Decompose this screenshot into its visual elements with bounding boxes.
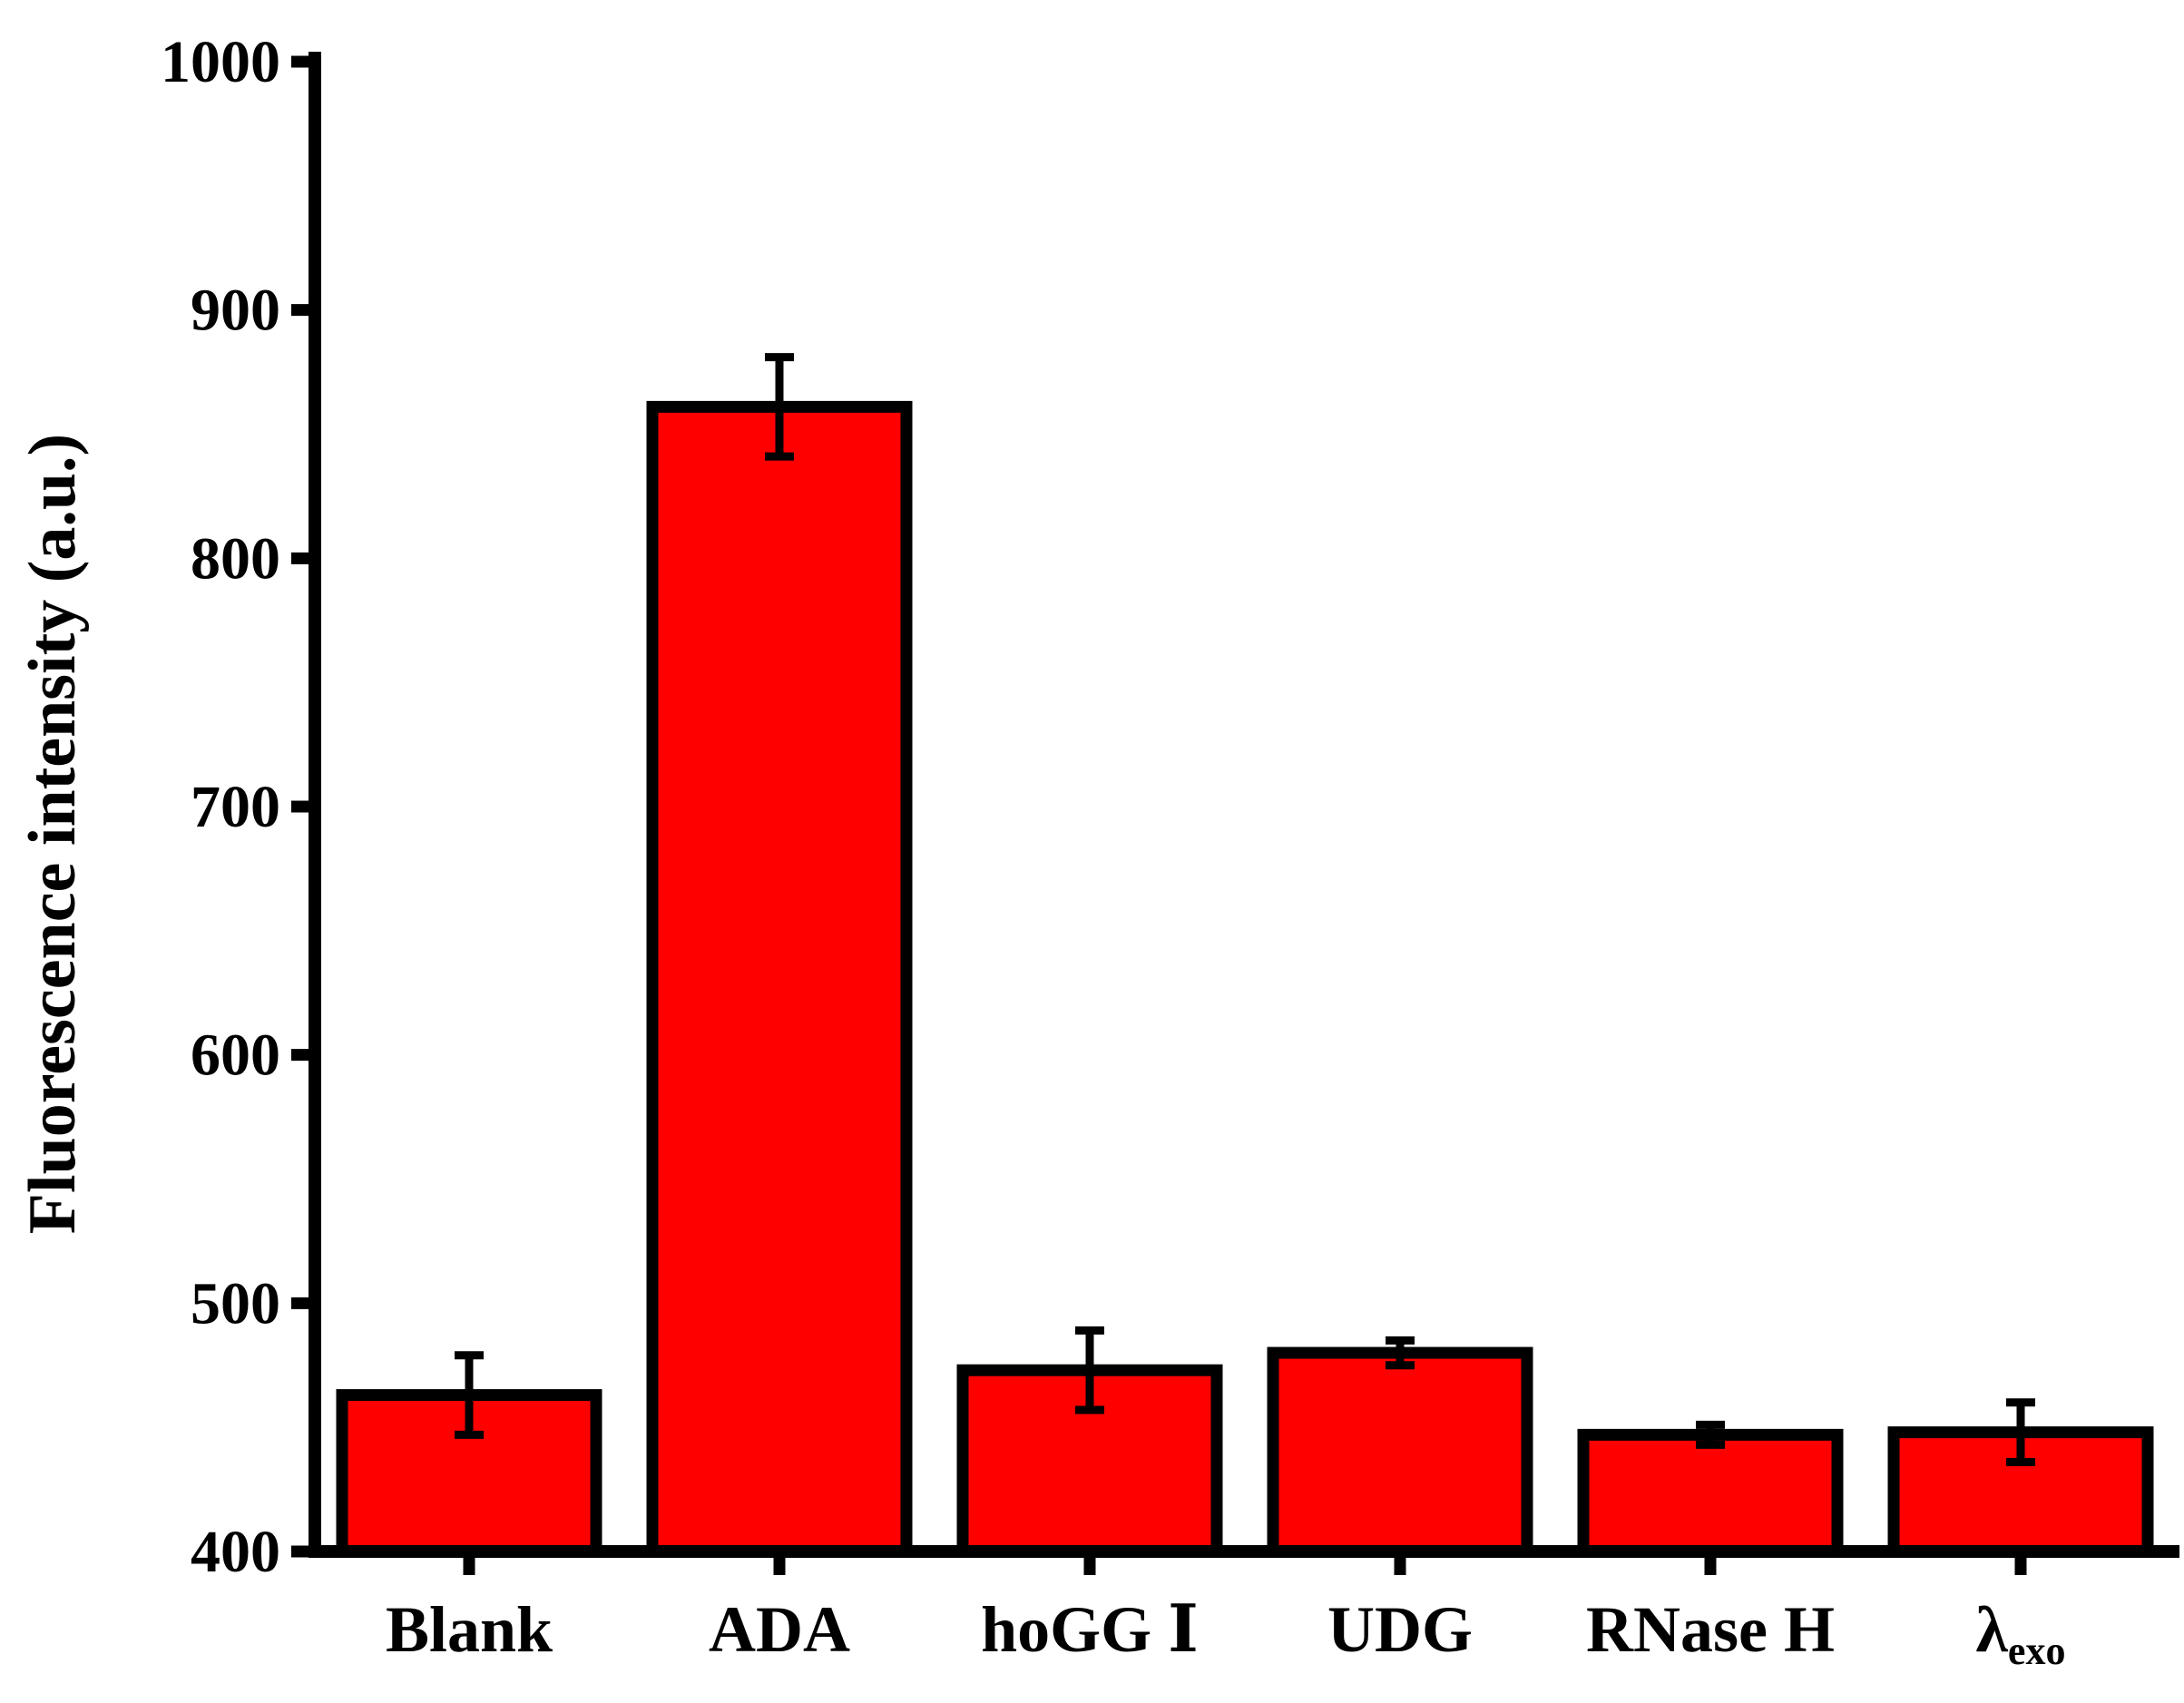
bar [1267, 1346, 1533, 1558]
y-tick-label: 800 [191, 525, 280, 592]
x-tick-label: hoGG Ⅰ [981, 1593, 1199, 1666]
x-tick-label: UDG [1327, 1593, 1473, 1666]
x-tick-label: RNase H [1586, 1593, 1835, 1666]
error-bar [765, 353, 794, 461]
axes-layer [309, 52, 2179, 1558]
x-tick-label-main: UDG [1327, 1593, 1473, 1666]
error-bar [1075, 1326, 1104, 1414]
error-bar [1386, 1336, 1415, 1370]
error-bar [2006, 1398, 2035, 1466]
y-tick-label: 500 [191, 1270, 280, 1336]
bar [646, 400, 913, 1558]
x-tick-label-main: RNase H [1586, 1593, 1835, 1666]
y-tick-label: 900 [191, 278, 280, 344]
x-tick-label: ADA [709, 1593, 850, 1666]
x-tick-label-subscript: exo [2008, 1629, 2066, 1673]
x-tick-label-main: λ [1976, 1593, 2009, 1666]
x-tick-label: Blank [386, 1593, 553, 1666]
x-tick-label-main: Blank [386, 1593, 553, 1666]
y-tick-label: 700 [191, 774, 280, 840]
bar [1577, 1428, 1844, 1558]
x-tick-label: λexo [1976, 1593, 2066, 1673]
y-axis-title: Fluorescence intensity (a.u.) [15, 434, 90, 1234]
y-ticks-layer: 400 500 600 700 800 900 1000 [161, 29, 315, 1585]
x-tick-label-main: ADA [709, 1593, 850, 1666]
y-tick-label: 400 [191, 1519, 280, 1585]
error-bar [455, 1351, 484, 1439]
error-bars-layer [455, 353, 2035, 1466]
x-tick-label-main: hoGG Ⅰ [981, 1593, 1199, 1666]
error-bar [1696, 1420, 1725, 1449]
x-ticks-layer: Blank ADA hoGG Ⅰ UDG RNase H λexo [386, 1551, 2066, 1673]
y-tick-label: 600 [191, 1023, 280, 1089]
bars-layer [336, 400, 2154, 1558]
y-tick-label: 1000 [161, 29, 280, 95]
